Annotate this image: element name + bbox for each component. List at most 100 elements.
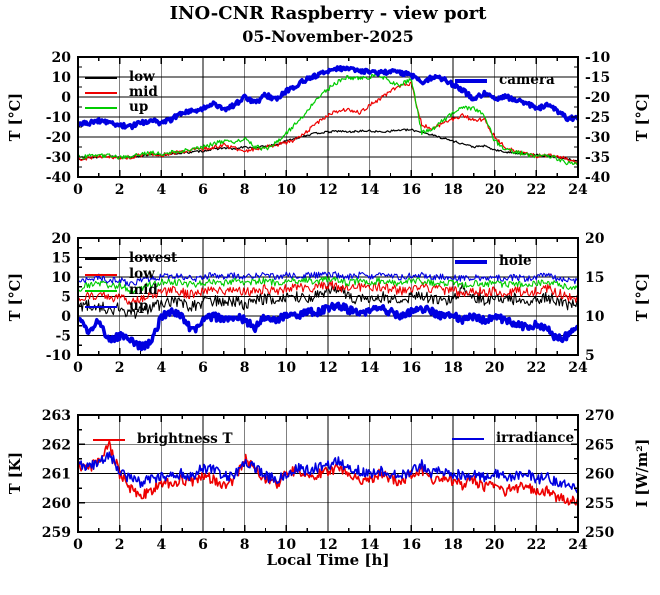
chart-sky-brightness-irradiance: 0 2 4 6 8 10 12 14 16 18 20 22 242632622612602592702… <box>42 408 615 553</box>
chart3-legend-right: irradiance <box>452 431 574 446</box>
x-tick-label: 20 <box>485 182 505 198</box>
legend-item-up: up <box>85 299 177 315</box>
y-left-tick-label: 5 <box>61 290 71 306</box>
chart2-left-axis-title: T [°C] <box>7 272 24 322</box>
x-tick-label: 10 <box>277 537 297 553</box>
series-brightness-t <box>78 440 578 506</box>
x-tick-label: 4 <box>156 360 166 376</box>
legend-label: camera <box>499 71 555 88</box>
chart3-right-axis-title: I [W/m²] <box>634 438 651 508</box>
chart1-legend-left: low mid up <box>85 70 158 115</box>
legend-label: irradiance <box>496 429 575 446</box>
x-tick-label: 0 <box>73 360 83 376</box>
y-left-tick-label: 259 <box>42 525 71 541</box>
x-tick-label: 12 <box>318 182 337 198</box>
up-line-swatch <box>85 306 117 308</box>
x-axis-label: Local Time [h] <box>266 551 390 569</box>
series-mid <box>78 276 578 295</box>
y-right-tick-label: -40 <box>585 170 611 186</box>
x-tick-label: 2 <box>115 360 125 376</box>
legend-item-mid: mid <box>85 85 158 100</box>
y-left-tick-label: 15 <box>52 251 71 267</box>
x-tick-label: 8 <box>240 182 250 198</box>
y-right-tick-label: 5 <box>585 348 595 364</box>
series-up <box>78 73 578 167</box>
y-right-tick-label: 270 <box>585 408 614 424</box>
ticks <box>77 56 579 178</box>
tick-labels: 0 2 4 6 8 10 12 14 16 18 20 22 242632622612602592702… <box>42 408 615 553</box>
x-tick-label: 24 <box>568 537 588 553</box>
y-left-tick-label: 10 <box>52 270 72 286</box>
y-right-tick-label: -15 <box>585 70 610 86</box>
y-right-tick-label: -35 <box>585 150 610 166</box>
y-right-tick-label: 255 <box>585 496 614 512</box>
chart3-left-axis-title: T [K] <box>7 451 24 495</box>
x-tick-label: 22 <box>527 360 546 376</box>
series-up <box>78 271 578 287</box>
up-line-swatch <box>85 106 117 109</box>
series-low <box>78 280 578 306</box>
legend-item-camera: camera <box>455 73 555 88</box>
x-tick-label: 16 <box>402 537 421 553</box>
y-left-tick-label: -10 <box>46 110 72 126</box>
camera-line-swatch <box>455 78 487 83</box>
legend-label: low <box>129 266 155 283</box>
y-left-tick-label: 262 <box>42 437 71 453</box>
y-right-tick-label: 260 <box>585 467 614 483</box>
x-tick-label: 12 <box>318 537 337 553</box>
y-left-tick-label: -40 <box>46 170 72 186</box>
y-right-tick-label: 250 <box>585 525 614 541</box>
legend-label: up <box>129 298 149 315</box>
chart-viewport-temperatures: 0 2 4 6 8 10 12 14 16 18 20 22 2420100-10-20-30-40-1… <box>46 50 611 198</box>
legend-label: low <box>129 68 155 85</box>
mid-line-swatch <box>85 91 117 94</box>
y-right-tick-label: 10 <box>585 309 605 325</box>
hole-line-swatch <box>455 259 487 264</box>
chart2-legend-left: lowest low mid up <box>85 251 177 315</box>
x-tick-label: 10 <box>277 182 297 198</box>
legend-item-mid: mid <box>85 283 177 299</box>
chart2-right-axis-title: T [°C] <box>634 272 651 322</box>
chart1-legend-right: camera <box>455 73 555 88</box>
x-tick-label: 22 <box>527 182 546 198</box>
legend-label: lowest <box>129 250 178 267</box>
y-right-tick-label: -30 <box>585 130 611 146</box>
low-line-swatch <box>85 76 117 79</box>
legend-item-brightness-t: brightness T <box>93 432 233 447</box>
x-tick-label: 14 <box>360 537 380 553</box>
chart1-left-axis-title: T [°C] <box>7 92 24 142</box>
page-subtitle: 05-November-2025 <box>242 27 414 46</box>
y-left-tick-label: 0 <box>61 90 71 106</box>
x-tick-label: 16 <box>402 360 421 376</box>
legend-label: mid <box>129 282 158 299</box>
x-tick-label: 18 <box>443 182 462 198</box>
chart3-legend-left: brightness T <box>93 432 233 447</box>
y-right-tick-label: -10 <box>585 50 611 66</box>
chart-inner-temperatures: 0 2 4 6 8 10 12 14 16 18 20 22 2420151050-5-10201510… <box>46 231 605 376</box>
legend-item-low: low <box>85 267 177 283</box>
x-tick-label: 24 <box>568 360 588 376</box>
chart2-legend-right: hole <box>455 254 532 269</box>
x-tick-label: 6 <box>198 537 208 553</box>
x-tick-label: 12 <box>318 360 337 376</box>
y-right-tick-label: -20 <box>585 90 611 106</box>
y-left-tick-label: 20 <box>52 50 72 66</box>
page-title: INO-CNR Raspberry - view port <box>169 3 487 24</box>
x-tick-label: 2 <box>115 182 125 198</box>
x-tick-label: 18 <box>443 537 462 553</box>
legend-item-lowest: lowest <box>85 251 177 267</box>
y-left-tick-label: 261 <box>42 467 71 483</box>
y-left-tick-label: 260 <box>42 496 71 512</box>
y-right-tick-label: 20 <box>585 231 605 247</box>
lowest-line-swatch <box>85 258 117 260</box>
legend-item-irradiance: irradiance <box>452 431 574 446</box>
y-left-tick-label: 20 <box>52 231 72 247</box>
legend-label: mid <box>129 83 158 100</box>
x-tick-label: 22 <box>527 537 546 553</box>
ticks <box>77 237 579 356</box>
x-tick-label: 24 <box>568 182 588 198</box>
series-camera <box>78 65 578 131</box>
y-left-tick-label: -5 <box>55 329 71 345</box>
y-left-tick-label: 0 <box>61 309 71 325</box>
x-tick-label: 6 <box>198 360 208 376</box>
